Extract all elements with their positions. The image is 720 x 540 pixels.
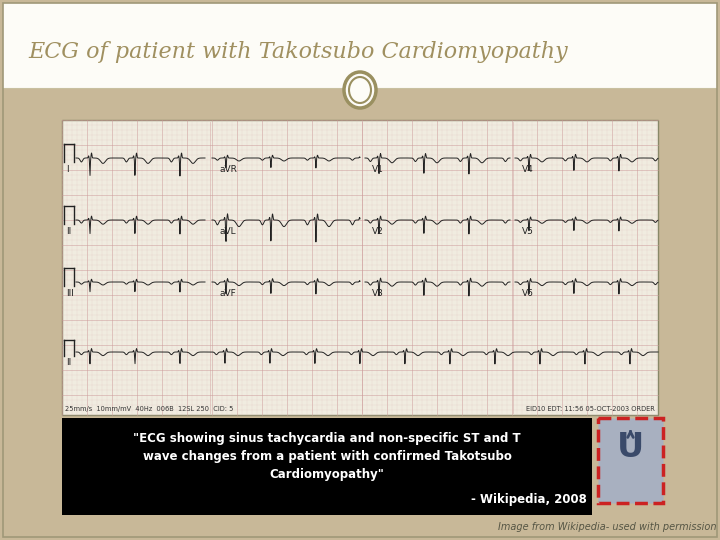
Text: V1: V1 [372, 165, 384, 174]
Text: aVF: aVF [220, 289, 237, 298]
Ellipse shape [349, 77, 371, 103]
Text: V2: V2 [372, 227, 384, 236]
Bar [62, 418, 592, 515]
Text: V4: V4 [522, 165, 534, 174]
Text: - Wikipedia, 2008: - Wikipedia, 2008 [471, 493, 587, 506]
Text: EID10 EDT: 11:56 05-OCT-2003 ORDER: EID10 EDT: 11:56 05-OCT-2003 ORDER [526, 406, 655, 412]
Text: V5: V5 [522, 227, 534, 236]
Text: 25mm/s  10mm/mV  40Hz  006B  12SL 250  CID: 5: 25mm/s 10mm/mV 40Hz 006B 12SL 250 CID: 5 [65, 406, 233, 412]
Text: II: II [66, 358, 71, 367]
Text: II: II [66, 227, 71, 236]
Bar [62, 120, 658, 415]
Text: U: U [617, 431, 644, 464]
Text: "ECG showing sinus tachycardia and non-specific ST and T: "ECG showing sinus tachycardia and non-s… [133, 432, 521, 445]
Ellipse shape [344, 72, 376, 108]
Text: aVR: aVR [220, 165, 238, 174]
Text: Image from Wikipedia- used with permission: Image from Wikipedia- used with permissi… [498, 522, 717, 532]
Bar [598, 418, 663, 503]
Bar [3, 3, 717, 88]
Text: I: I [66, 165, 68, 174]
Text: V6: V6 [522, 289, 534, 298]
Text: Cardiomyopathy": Cardiomyopathy" [269, 468, 384, 481]
Text: V3: V3 [372, 289, 384, 298]
Text: wave changes from a patient with confirmed Takotsubo: wave changes from a patient with confirm… [143, 450, 511, 463]
Text: ECG of patient with Takotsubo Cardiomyopathy: ECG of patient with Takotsubo Cardiomyop… [28, 41, 568, 63]
Text: aVL: aVL [220, 227, 237, 236]
Text: III: III [66, 289, 74, 298]
